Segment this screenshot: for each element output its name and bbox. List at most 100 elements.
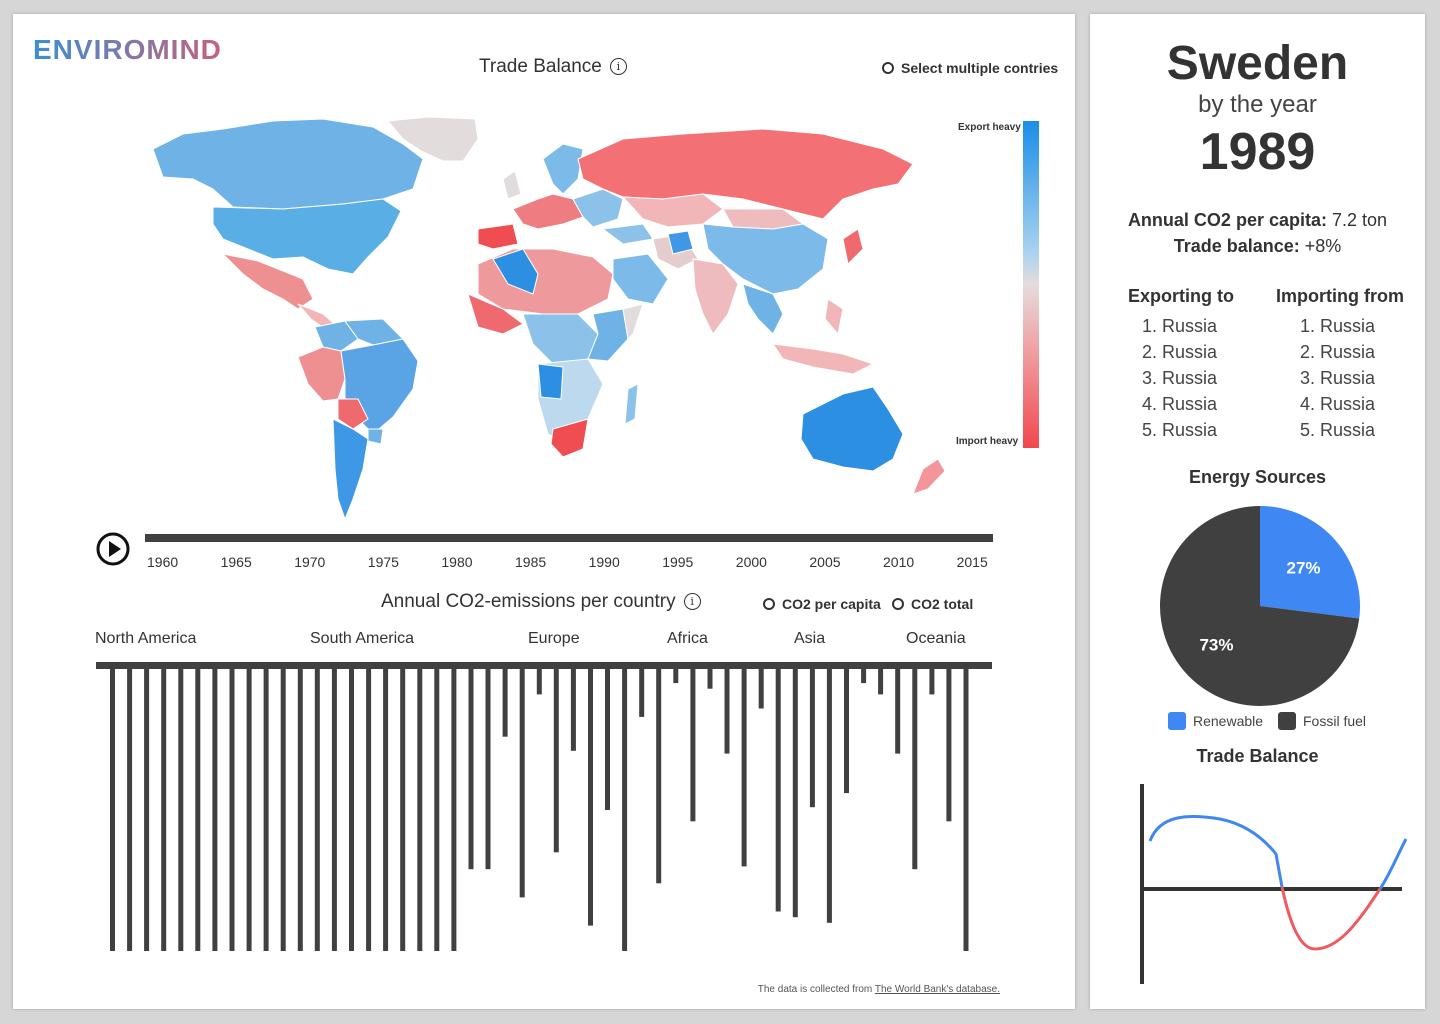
region-europe[interactable]: Europe — [528, 630, 580, 647]
world-map[interactable] — [83, 99, 973, 519]
co2-per-capita-option[interactable]: CO2 per capita — [763, 596, 881, 612]
emission-bar[interactable] — [707, 669, 713, 689]
emission-bar[interactable] — [417, 669, 423, 951]
main-panel: ENVIROMIND Trade Balance i Select multipl… — [13, 14, 1075, 1009]
fossil-label: Fossil fuel — [1303, 713, 1367, 729]
emission-bar[interactable] — [912, 669, 918, 870]
play-icon[interactable] — [96, 532, 130, 566]
emission-bar[interactable] — [946, 669, 952, 822]
timeline-year-label[interactable]: 1975 — [367, 554, 399, 570]
emission-bar[interactable] — [639, 669, 645, 717]
emission-bar[interactable] — [161, 669, 167, 951]
map-angola — [537, 363, 564, 400]
timeline-year-label[interactable]: 2015 — [956, 554, 988, 570]
emission-bar[interactable] — [349, 669, 354, 951]
timeline-year-label[interactable]: 1980 — [441, 554, 473, 570]
timeline-year-label[interactable]: 1985 — [515, 554, 547, 570]
emission-bar[interactable] — [519, 669, 525, 898]
timeline-year-label[interactable]: 1995 — [662, 554, 694, 570]
emission-bar[interactable] — [861, 669, 867, 684]
emission-bar[interactable] — [570, 669, 576, 751]
emission-bar[interactable] — [895, 669, 901, 754]
emission-bar[interactable] — [673, 669, 679, 684]
region-north-america[interactable]: North America — [95, 630, 197, 647]
emission-bar[interactable] — [690, 669, 696, 822]
emission-bar[interactable] — [383, 669, 389, 951]
emission-bar[interactable] — [878, 669, 884, 695]
emission-bar[interactable] — [775, 669, 781, 912]
info-icon[interactable]: i — [609, 58, 627, 75]
emission-bar[interactable] — [485, 669, 491, 870]
trade-line-positive-2 — [1378, 838, 1408, 890]
region-africa[interactable]: Africa — [667, 630, 708, 647]
timeline-year-label[interactable]: 2000 — [735, 554, 767, 570]
pie-label: 27% — [1286, 559, 1320, 578]
emission-bar[interactable] — [792, 669, 798, 918]
emission-bar[interactable] — [297, 669, 303, 951]
co2-total-option[interactable]: CO2 total — [892, 596, 973, 612]
emission-bar[interactable] — [741, 669, 747, 867]
timeline-slider[interactable] — [145, 534, 993, 542]
emissions-baseline — [96, 662, 992, 669]
timeline-year-label[interactable]: 1970 — [294, 554, 326, 570]
emission-bar[interactable] — [502, 669, 508, 737]
emission-bar[interactable] — [468, 669, 474, 870]
emission-bar[interactable] — [553, 669, 559, 853]
import-item[interactable]: 3. Russia — [1300, 368, 1376, 388]
emission-bar[interactable] — [400, 669, 406, 951]
emission-bar[interactable] — [536, 669, 542, 695]
map-indonesia — [771, 343, 875, 375]
export-item[interactable]: 2. Russia — [1142, 342, 1218, 362]
emission-bar[interactable] — [144, 669, 150, 951]
emission-bar[interactable] — [331, 669, 337, 951]
map-uk — [502, 170, 522, 200]
info-icon[interactable]: i — [683, 593, 701, 610]
emission-bar[interactable] — [622, 669, 628, 951]
emission-bar[interactable] — [229, 669, 235, 951]
emission-bar[interactable] — [605, 669, 610, 810]
region-asia[interactable]: Asia — [794, 630, 826, 647]
import-item[interactable]: 2. Russia — [1300, 342, 1376, 362]
export-item[interactable]: 3. Russia — [1142, 368, 1218, 388]
emission-bar[interactable] — [127, 669, 133, 951]
emission-bar[interactable] — [826, 669, 832, 923]
emission-bar[interactable] — [212, 669, 218, 951]
emission-bar[interactable] — [434, 669, 440, 951]
emission-bar[interactable] — [263, 669, 269, 951]
emission-bar[interactable] — [929, 669, 935, 695]
timeline-year-label[interactable]: 1960 — [147, 554, 179, 570]
region-oceania[interactable]: Oceania — [906, 630, 966, 647]
import-item[interactable]: 1. Russia — [1300, 316, 1376, 336]
emission-bar[interactable] — [844, 669, 849, 794]
emission-bar[interactable] — [195, 669, 201, 951]
import-item[interactable]: 4. Russia — [1300, 394, 1376, 414]
emission-bar[interactable] — [656, 669, 662, 884]
emission-bar[interactable] — [724, 669, 730, 754]
emission-bar[interactable] — [280, 669, 286, 951]
region-south-america[interactable]: South America — [310, 630, 415, 647]
emission-bar[interactable] — [110, 669, 115, 951]
emission-bar[interactable] — [246, 669, 252, 951]
pie-slice-fossil-fuel[interactable] — [1160, 506, 1360, 706]
emission-bar[interactable] — [178, 669, 184, 951]
timeline-year-label[interactable]: 2005 — [809, 554, 841, 570]
world-bank-link[interactable]: The World Bank's database. — [874, 984, 1000, 995]
import-item[interactable]: 5. Russia — [1300, 420, 1376, 440]
timeline-year-label[interactable]: 1965 — [220, 554, 252, 570]
co2-per-capita-label: CO2 per capita — [782, 596, 881, 612]
timeline-year-label[interactable]: 1990 — [588, 554, 620, 570]
country-detail-panel: Sweden by the year 1989 Annual CO2 per c… — [1090, 14, 1425, 1009]
pie-slice-renewable[interactable] — [1260, 506, 1360, 619]
emission-bar[interactable] — [588, 669, 593, 926]
export-item[interactable]: 5. Russia — [1142, 420, 1218, 440]
emission-bar[interactable] — [366, 669, 372, 951]
emission-bar[interactable] — [451, 669, 457, 951]
emission-bar[interactable] — [963, 669, 969, 951]
export-item[interactable]: 1. Russia — [1142, 316, 1218, 336]
emission-bar[interactable] — [314, 669, 320, 951]
emission-bar[interactable] — [809, 669, 815, 808]
timeline-year-label[interactable]: 2010 — [883, 554, 915, 570]
select-multiple-option[interactable]: Select multiple contries — [882, 60, 1058, 76]
export-item[interactable]: 4. Russia — [1142, 394, 1218, 414]
emission-bar[interactable] — [758, 669, 764, 709]
